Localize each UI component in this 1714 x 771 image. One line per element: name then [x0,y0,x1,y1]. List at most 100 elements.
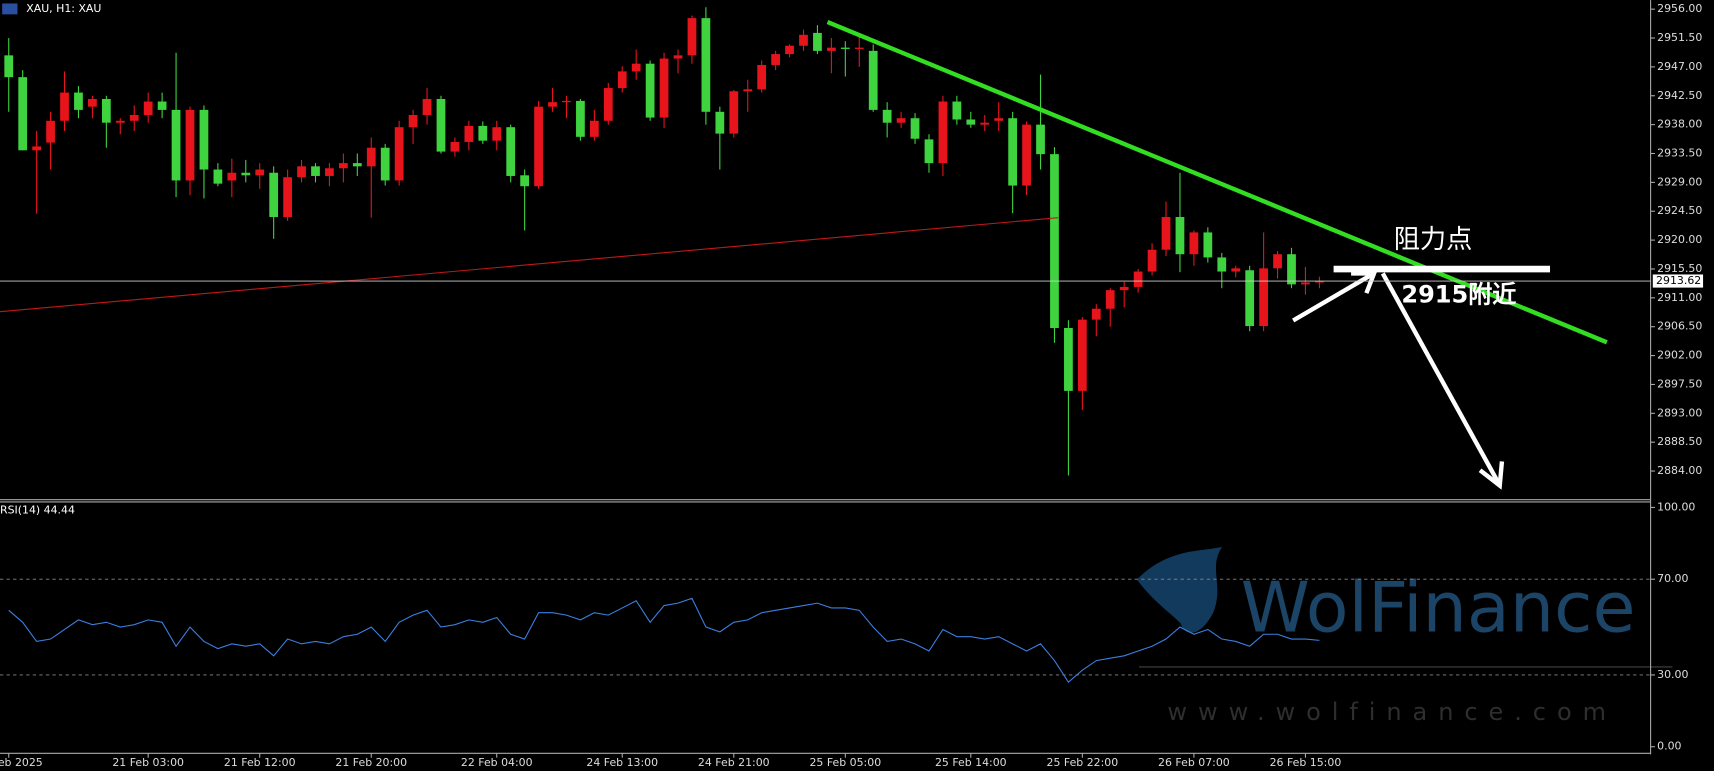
rsi-tick-label: 0.00 [1657,740,1681,753]
candle-body [478,125,488,141]
candle-body [896,118,906,123]
y-tick-label: 2893.00 [1657,406,1702,419]
support-line [0,217,1059,313]
candle-body [645,63,655,118]
candle-body [743,89,753,92]
candle-body [1287,254,1296,285]
candle-body [562,100,571,103]
y-tick-label: 2911.00 [1657,291,1702,304]
candle-body [1091,308,1101,320]
candle-body [436,98,446,152]
x-tick-label: 21 Feb 12:00 [224,756,296,769]
y-tick-label: 2938.00 [1657,118,1702,131]
candle-body [1077,319,1087,391]
candle-body [18,77,28,151]
candle-body [422,98,432,116]
x-tick-label: 22 Feb 04:00 [461,756,533,769]
candle-body [534,106,543,187]
candle-body [1245,270,1255,327]
candle-body [757,64,767,90]
candle-body [255,169,265,176]
chart-title: XAU, H1: XAU [26,2,101,15]
annotation: 阻力点 [1394,225,1473,255]
y-tick-label: 2915.50 [1657,262,1702,275]
x-tick-label: 26 Feb 15:00 [1270,756,1342,769]
candle-body [101,98,111,123]
candle-body [408,115,418,128]
candle-body [840,47,850,49]
candle-body [1008,118,1018,186]
candle-body [46,120,55,143]
candle-body [799,34,808,46]
watermark-text: WolFinance [1241,567,1636,648]
candle-body [88,98,97,107]
candle-body [938,101,948,164]
arrow-head [1478,461,1505,490]
candle-body [827,47,836,51]
candle-body [171,109,181,181]
candle-body [952,101,962,120]
arrow-shaft [1380,272,1501,485]
x-tick-label: 25 Feb 22:00 [1047,756,1119,769]
candle-body [464,125,474,142]
candle-body [659,58,669,118]
candle-body [1036,124,1045,155]
candle-body [771,54,780,65]
candle-body [1315,281,1324,283]
candle-body [115,120,125,123]
rsi-value: 44.44 [44,504,75,517]
rsi-label: RSI(14) [0,504,40,517]
y-tick-label: 2884.00 [1657,464,1702,477]
y-tick-label: 2888.50 [1657,435,1702,448]
rsi-tick-label: 70.00 [1657,572,1688,585]
rsi-header: RSI(14) 44.44 [0,504,75,517]
price-plot [4,7,1324,476]
candle-body [1301,282,1310,285]
candle-body [617,71,627,89]
candle-body [854,47,864,49]
y-tick-label: 2920.00 [1657,233,1702,246]
candle-body [74,92,83,110]
candle-body [227,172,237,181]
candle-body [394,127,404,181]
candle-body [339,163,348,169]
candle-body [1203,232,1213,258]
candle-body [687,18,697,56]
candle-body [994,118,1004,121]
y-tick-label: 2956.00 [1657,2,1702,15]
watermark-url: www.wolfinance.com [1167,698,1616,726]
rsi-line [8,597,1320,683]
candle-body [1161,217,1171,250]
candle-body [1133,271,1143,287]
candle-body [311,166,320,176]
candle-body [701,18,711,112]
watermark: WolFinance www.wolfinance.com [1136,546,1673,726]
candle-body [325,168,334,176]
candle-body [450,141,460,152]
y-tick-label: 2951.50 [1657,31,1702,44]
x-tick-label: 21 Feb 03:00 [112,756,184,769]
candle-body [576,100,585,137]
candle-body [1147,249,1157,272]
annotation: 2915附近 [1401,280,1516,308]
candle-body [520,175,530,187]
candle-body [1189,232,1199,255]
candle-body [269,172,279,218]
candle-body [1050,154,1059,328]
candle-body [966,119,976,125]
rsi-tick-label: 100.00 [1657,500,1695,513]
candle-body [673,55,683,59]
candle-body [241,172,251,176]
watermark-logo [1136,546,1223,633]
candle-body [157,101,167,110]
arrow [1292,271,1505,490]
candle-body [729,91,739,134]
candle-body [1175,217,1185,255]
candle-body [60,92,69,121]
last-price-box [1652,274,1704,288]
candle-body [129,115,139,121]
candle-body [924,139,934,164]
symbol-icon [2,3,18,15]
